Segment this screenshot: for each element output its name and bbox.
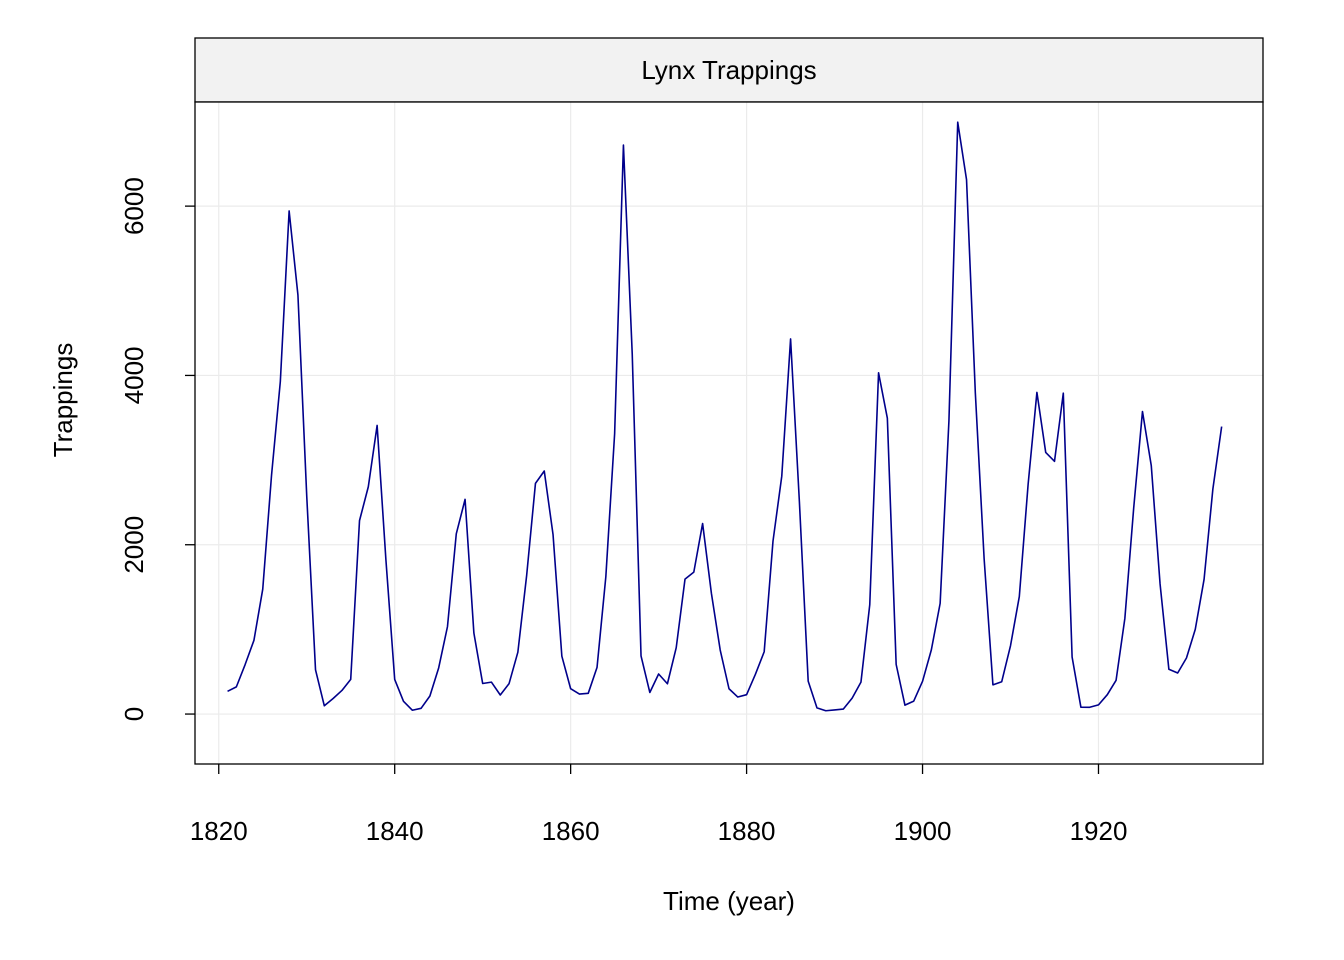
- x-tick-label: 1920: [1070, 816, 1128, 846]
- plot-panel: [195, 102, 1263, 764]
- x-tick-label: 1900: [894, 816, 952, 846]
- plot-border: [194, 101, 1264, 765]
- strip-background: [194, 37, 1264, 103]
- chart-title: Lynx Trappings: [641, 55, 816, 85]
- x-tick-label: 1820: [190, 816, 248, 846]
- x-axis: 1820 1840 1860 1880 1900 1920: [190, 764, 1128, 846]
- x-tick-label: 1880: [718, 816, 776, 846]
- y-tick-label: 4000: [119, 347, 149, 405]
- series-line-lynx: [227, 121, 1223, 712]
- grid: [195, 102, 1263, 764]
- y-tick-label: 0: [119, 707, 149, 721]
- x-tick-label: 1840: [366, 816, 424, 846]
- series-group: [227, 121, 1223, 712]
- y-axis-title: Trappings: [48, 343, 78, 458]
- x-tick-label: 1860: [542, 816, 600, 846]
- y-tick-label: 6000: [119, 177, 149, 235]
- x-axis-title: Time (year): [663, 886, 795, 916]
- y-axis: 0 2000 4000 6000: [119, 177, 195, 721]
- y-tick-label: 2000: [119, 516, 149, 574]
